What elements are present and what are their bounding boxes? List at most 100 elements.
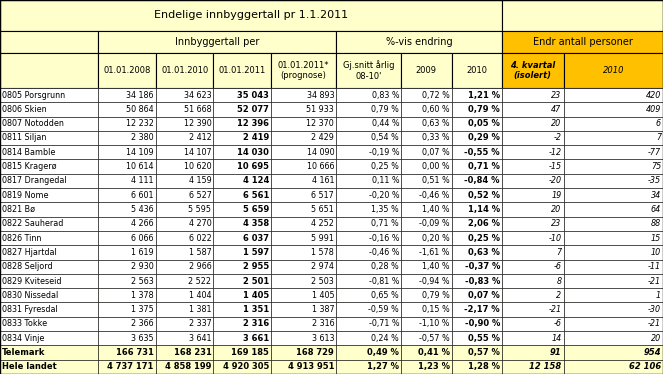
Text: 14 109: 14 109 xyxy=(126,148,154,157)
Bar xyxy=(0,117,98,131)
Bar xyxy=(401,231,452,245)
Bar xyxy=(213,88,271,102)
Bar xyxy=(564,174,663,188)
Bar xyxy=(452,260,502,274)
Text: -2: -2 xyxy=(554,134,562,142)
Text: 0,63 %: 0,63 % xyxy=(422,119,450,128)
Bar xyxy=(502,31,663,53)
Text: 5 595: 5 595 xyxy=(188,205,211,214)
Text: 14 030: 14 030 xyxy=(237,148,269,157)
Bar xyxy=(271,317,336,331)
Text: 34 893: 34 893 xyxy=(306,91,334,99)
Text: 01.01.2008: 01.01.2008 xyxy=(103,66,151,75)
Bar xyxy=(98,159,156,174)
Bar xyxy=(213,145,271,159)
Text: 0811 Siljan: 0811 Siljan xyxy=(2,134,46,142)
Bar xyxy=(156,117,213,131)
Text: 2,06 %: 2,06 % xyxy=(468,219,500,228)
Text: 35 043: 35 043 xyxy=(237,91,269,99)
Bar xyxy=(564,331,663,346)
Bar xyxy=(98,245,156,260)
Bar xyxy=(502,288,564,303)
Text: 0,83 %: 0,83 % xyxy=(371,91,399,99)
Bar xyxy=(401,303,452,317)
Bar xyxy=(452,288,502,303)
Text: 0822 Sauherad: 0822 Sauherad xyxy=(2,219,64,228)
Bar xyxy=(156,188,213,202)
Text: 0,49 %: 0,49 % xyxy=(367,348,399,357)
Text: -0,71 %: -0,71 % xyxy=(369,319,399,328)
Bar xyxy=(213,53,271,88)
Text: 1 381: 1 381 xyxy=(189,305,211,314)
Bar xyxy=(213,360,271,374)
Bar xyxy=(564,88,663,102)
Text: -20: -20 xyxy=(548,177,562,186)
Text: 3 613: 3 613 xyxy=(312,334,334,343)
Text: 10: 10 xyxy=(651,248,661,257)
Bar xyxy=(564,159,663,174)
Text: 0829 Kviteseid: 0829 Kviteseid xyxy=(2,276,62,285)
Bar xyxy=(0,346,98,360)
Text: 15: 15 xyxy=(651,234,661,243)
Bar xyxy=(564,274,663,288)
Bar xyxy=(156,317,213,331)
Text: 0,05 %: 0,05 % xyxy=(468,119,500,128)
Bar xyxy=(336,88,401,102)
Text: 1 597: 1 597 xyxy=(243,248,269,257)
Text: 2 366: 2 366 xyxy=(131,319,154,328)
Bar xyxy=(336,288,401,303)
Text: 12 158: 12 158 xyxy=(529,362,562,371)
Bar xyxy=(401,331,452,346)
Text: 4. kvartal
(isolert): 4. kvartal (isolert) xyxy=(510,61,556,80)
Bar xyxy=(502,346,564,360)
Bar xyxy=(452,317,502,331)
Bar xyxy=(564,188,663,202)
Bar xyxy=(0,131,98,145)
Text: -6: -6 xyxy=(554,319,562,328)
Text: 62 106: 62 106 xyxy=(629,362,661,371)
Bar xyxy=(401,131,452,145)
Bar xyxy=(452,303,502,317)
Text: 5 651: 5 651 xyxy=(312,205,334,214)
Bar xyxy=(336,31,502,53)
Bar xyxy=(98,360,156,374)
Bar xyxy=(336,346,401,360)
Text: 4 913 951: 4 913 951 xyxy=(288,362,334,371)
Text: 0,51 %: 0,51 % xyxy=(422,177,450,186)
Bar xyxy=(156,88,213,102)
Bar xyxy=(452,217,502,231)
Bar xyxy=(0,274,98,288)
Bar xyxy=(213,117,271,131)
Text: -15: -15 xyxy=(548,162,562,171)
Text: 1,21 %: 1,21 % xyxy=(468,91,500,99)
Bar xyxy=(98,102,156,117)
Text: -0,90 %: -0,90 % xyxy=(465,319,500,328)
Bar xyxy=(564,231,663,245)
Bar xyxy=(336,217,401,231)
Bar xyxy=(271,117,336,131)
Bar xyxy=(401,346,452,360)
Text: 10 620: 10 620 xyxy=(184,162,211,171)
Bar xyxy=(401,145,452,159)
Bar xyxy=(336,303,401,317)
Bar xyxy=(336,202,401,217)
Bar xyxy=(0,31,98,53)
Bar xyxy=(452,159,502,174)
Text: 0,41 %: 0,41 % xyxy=(418,348,450,357)
Bar xyxy=(336,174,401,188)
Text: 34 623: 34 623 xyxy=(184,91,211,99)
Bar xyxy=(156,260,213,274)
Bar xyxy=(502,303,564,317)
Bar xyxy=(271,131,336,145)
Bar xyxy=(502,317,564,331)
Bar xyxy=(0,102,98,117)
Bar xyxy=(213,245,271,260)
Bar xyxy=(213,174,271,188)
Bar xyxy=(452,131,502,145)
Text: 2 316: 2 316 xyxy=(312,319,334,328)
Text: 52 077: 52 077 xyxy=(237,105,269,114)
Text: 51 933: 51 933 xyxy=(306,105,334,114)
Text: 0831 Fyresdal: 0831 Fyresdal xyxy=(2,305,58,314)
Bar xyxy=(156,102,213,117)
Bar xyxy=(98,145,156,159)
